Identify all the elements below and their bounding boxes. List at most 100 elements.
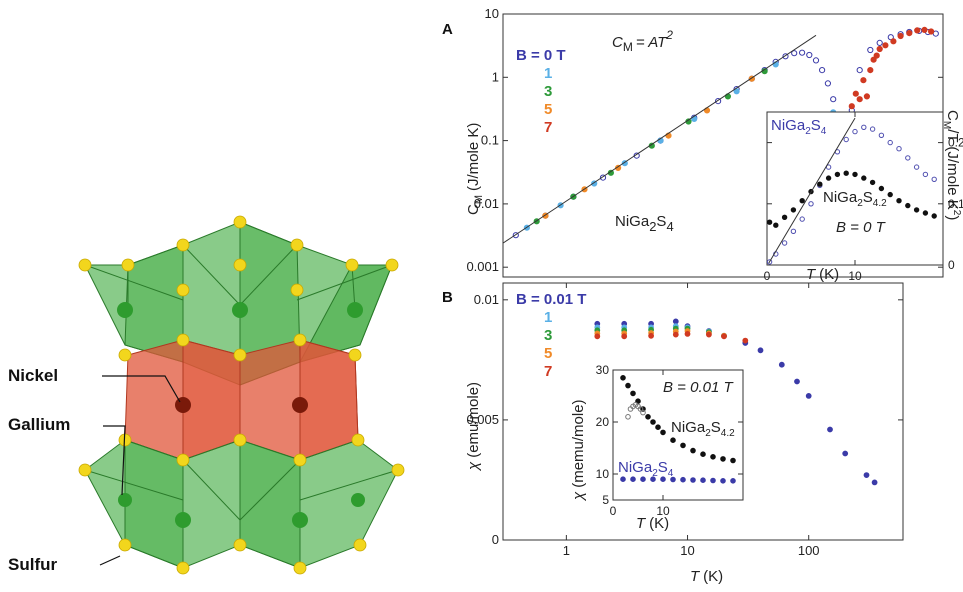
panel-a-fit-label: CM = AT2 [612, 28, 673, 54]
panel-a-inset-point-NiGa2S4-2-7 [825, 175, 832, 181]
panel-a-inset-point-NiGa2S4-2-8 [834, 171, 841, 178]
panel-b-inset-point-0-4 [660, 476, 666, 483]
panel-b-inset-point-1-15 [730, 457, 736, 464]
panel-a-y-ticks: 0.001 0.01 0.1 1 10 [466, 6, 943, 274]
panel-a-inset-frame [766, 111, 944, 266]
panel-a-fit-line [502, 34, 817, 244]
panel-b-inset-point-0-7 [690, 477, 696, 483]
panel-b-inset-point-1-13 [710, 454, 716, 460]
panel-b-inset-ytick-label-0: 5 [602, 493, 609, 507]
panel-a-inset-point-NiGa2S4-2-13 [878, 185, 885, 192]
panel-b-inset-ytick-label-2: 20 [596, 415, 610, 429]
panel-b-point-7-0 [594, 333, 601, 340]
panel-a-point-0-0 [512, 232, 519, 239]
panel-a-point-7-7 [873, 52, 880, 59]
panel-a-inset-point-NiGa2S4-2-3 [790, 207, 797, 213]
panel-a-point-7-0 [848, 103, 855, 110]
panel-a-inset-ticks: 0 0.1 0.2 0 10 [764, 112, 963, 283]
panel-a-inset-point-NiGa2S4-2-15 [896, 198, 902, 204]
panel-a-inset-fit-line [768, 117, 856, 264]
gallium-tetrahedra-bottom [84, 439, 399, 569]
panel-a-legend-3: 3 [544, 83, 552, 100]
panel-a-point-0-15 [806, 51, 813, 59]
panel-a-point-0-18 [824, 80, 832, 87]
panel-a-inset-point-NiGa2S4-2-12 [869, 179, 876, 186]
panel-a-ylabel: CM(J/mole K) [465, 123, 485, 215]
panel-a-point-7-10 [890, 38, 897, 45]
panel-b-inset-point-1-8 [660, 429, 666, 436]
panel-b-inset-point-2-6 [640, 409, 646, 416]
panel-b-point-7-7 [742, 337, 749, 344]
panel-b-points [594, 318, 878, 486]
panel-b-inset-ytick-label-1: 10 [596, 467, 610, 481]
panel-a-point-0-12 [782, 53, 789, 60]
panel-a-inset-field: B = 0 T [836, 219, 887, 236]
panel-a-inset-point-NiGa2S4-2-0 [766, 219, 773, 225]
panel-a-point-7-14 [921, 26, 928, 33]
panel-a-inset-point-NiGa2S4-2-14 [887, 191, 893, 198]
panel-b-xtick-label-1: 10 [680, 543, 694, 558]
panel-b-point-7-6 [721, 333, 727, 340]
panel-a-inset-point-NiGa2S4-2-17 [913, 207, 920, 213]
panel-a-inset-point-NiGa2S4-2-16 [905, 202, 911, 209]
panel-a-inset-xlabel: T (K) [806, 266, 839, 283]
panel-a-inset-label-ni2s42: NiGa2S4.2 [823, 189, 887, 209]
panel-b-inset-point-0-6 [680, 476, 686, 483]
panel-b-inset-point-1-7 [655, 424, 661, 431]
panel-b-point-0-01-8 [757, 347, 764, 354]
panel-b-inset-ticks: 5 10 20 30 0 10 [596, 363, 743, 518]
panel-b-inset-ylabel: χ(memu/mole) [570, 399, 587, 502]
panel-a-inset-point-NiGa2S4-18 [922, 171, 929, 178]
panel-b-inset-xlabel: T (K) [636, 515, 669, 532]
panel-a-inset-label-ni2s4: NiGa2S4 [771, 117, 827, 137]
panel-b-point-0-01-9 [778, 361, 785, 368]
panel-a-inset-point-NiGa2S4-5 [808, 201, 814, 207]
panel-a-legend-title: B = 0 T [516, 47, 566, 64]
panel-b-legend-3: 3 [544, 327, 552, 344]
panel-a-letter: A [442, 21, 453, 38]
panel-a-point-7-4 [863, 93, 871, 100]
panel-b-ytick-label-0: 0 [492, 532, 499, 547]
panel-a-point-0-25 [867, 46, 874, 54]
panel-b-legend-title: B = 0.01 T [516, 291, 586, 308]
panel-a-point-0-16 [812, 57, 820, 64]
panel-a-legend-7: 7 [544, 119, 552, 136]
panel-b-point-7-2 [648, 332, 654, 339]
panel-a-point-7-15 [928, 28, 935, 35]
panel-a-point-0-19 [830, 96, 837, 103]
panel-b-inset-point-1-2 [630, 390, 636, 397]
panel-a-ytick-label-4: 10 [485, 6, 499, 21]
panel-b-point-0-01-12 [827, 426, 833, 433]
panel-b-inset-point-0-10 [720, 478, 726, 484]
atom-label-arrows [99, 375, 181, 566]
panel-b-inset-point-0-11 [730, 478, 736, 484]
panel-a-inset-point-NiGa2S4-13 [878, 132, 885, 139]
panel-b-inset-point-1-9 [670, 437, 676, 444]
panel-b-inset-ytick-label-3: 30 [596, 363, 610, 377]
panel-b-point-0-01-14 [863, 472, 870, 479]
panel-a-point-0-17 [819, 67, 826, 74]
panel-b-inset-xtick-label-1: 10 [656, 504, 670, 518]
panel-b-inset-field: B = 0.01 T [663, 379, 734, 396]
panel-b-inset-point-0-9 [710, 477, 716, 484]
panel-b-frame [502, 282, 904, 541]
panel-a-inset-point-NiGa2S4-9 [843, 136, 849, 143]
panel-b-point-0-01-13 [842, 450, 849, 457]
panel-a-inset-point-NiGa2S4-16 [905, 155, 911, 161]
panel-b-xlabel: T (K) [690, 568, 723, 585]
gallium-atoms [117, 302, 365, 528]
panel-b-legend-7: 7 [544, 363, 552, 380]
panel-a-inset-xtick-label-0: 0 [764, 269, 771, 283]
panel-b-inset-point-1-11 [690, 447, 696, 454]
panel-a-point-7-5 [867, 67, 874, 74]
panel-a-point-7-11 [897, 32, 904, 40]
panel-b-inset-point-1-14 [720, 456, 726, 462]
panel-a-inset-point-NiGa2S4-2 [781, 240, 788, 246]
panel-b-point-0-01-11 [805, 393, 812, 399]
panel-b-inset-label-ni2s42: NiGa2S4.2 [671, 419, 735, 439]
panel-a-inset-point-NiGa2S4-2-1 [773, 222, 779, 228]
gallium-label: Gallium [8, 415, 70, 434]
